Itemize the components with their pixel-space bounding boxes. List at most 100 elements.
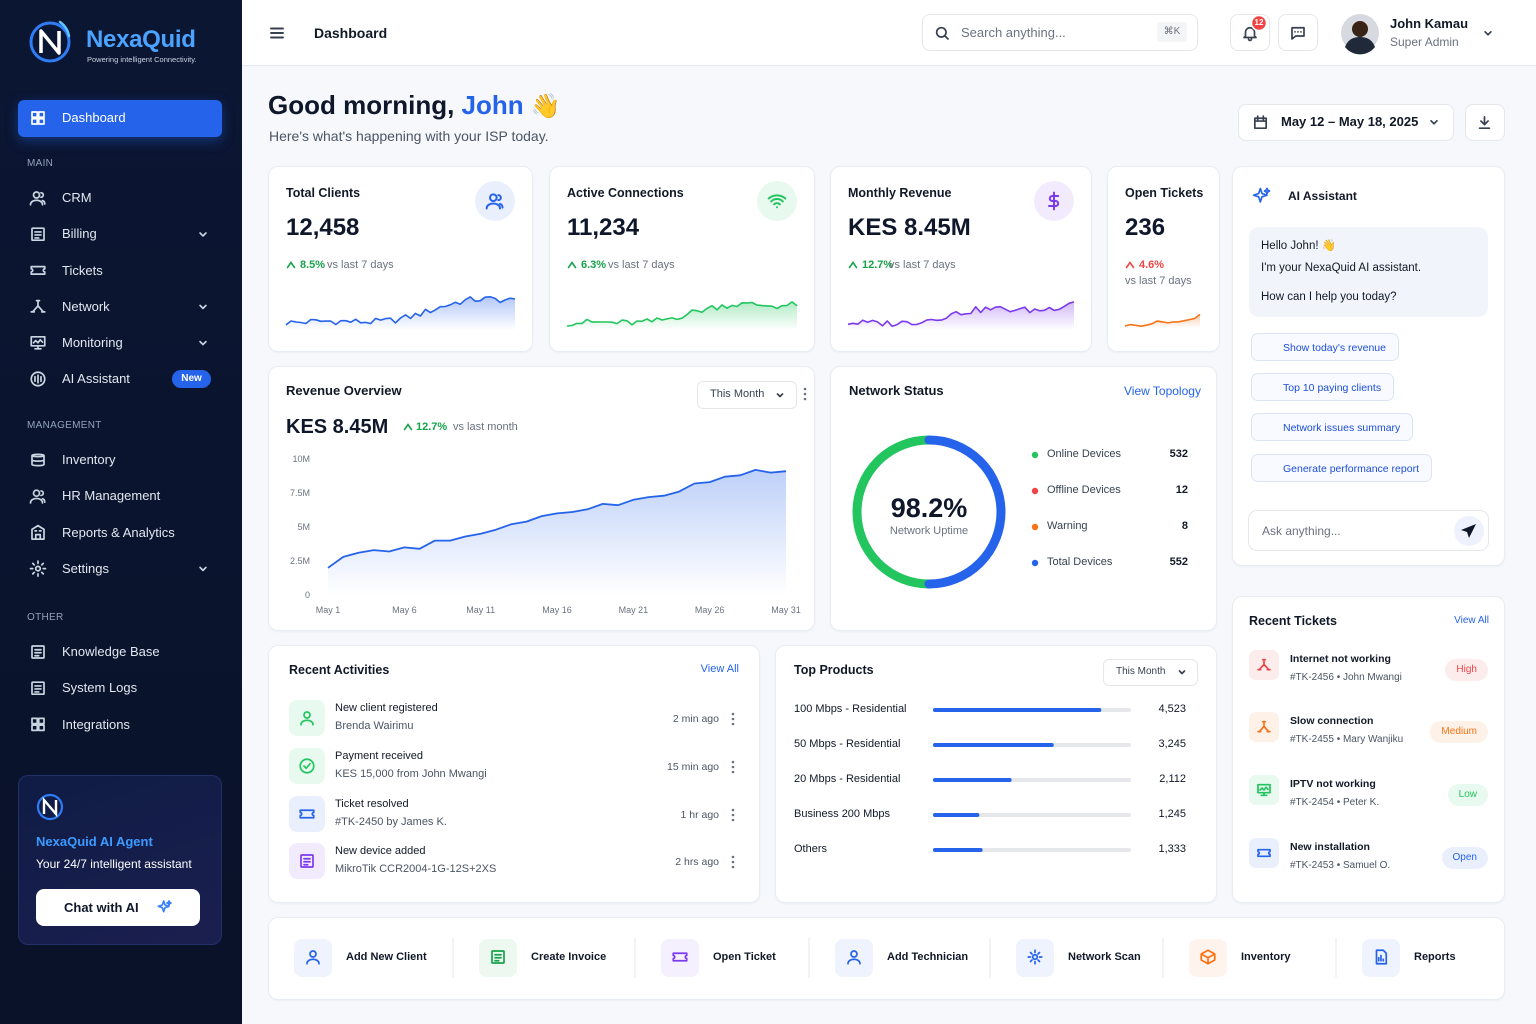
activity-icon-bg	[289, 796, 325, 832]
activity-detail: #TK-2450 by James K.	[335, 816, 447, 829]
quick-action-icon-bg[interactable]	[1189, 939, 1227, 977]
date-range-button[interactable]	[1238, 104, 1454, 141]
nav-item[interactable]: Billing	[62, 226, 97, 242]
nav-section-title: MANAGEMENT	[27, 420, 102, 431]
assistant-input[interactable]	[1248, 510, 1489, 551]
products-card	[775, 645, 1217, 903]
filter-label[interactable]: This Month	[710, 388, 765, 401]
kpi-change: 12.7%	[862, 259, 894, 272]
suggestion-chip[interactable]: Network issues summary	[1251, 413, 1414, 441]
priority-badge: High	[1445, 659, 1488, 681]
product-name: 20 Mbps - Residential	[794, 773, 901, 786]
shortcut-key	[1157, 22, 1187, 42]
card-link[interactable]: View All	[700, 663, 739, 676]
quick-action-icon-bg[interactable]	[1016, 939, 1054, 977]
device-label: Total Devices	[1047, 556, 1113, 569]
kpi-title: Monthly Revenue	[848, 185, 952, 200]
card-title: Network Status	[849, 383, 944, 399]
greeting-emoji: 👋	[530, 93, 561, 120]
suggestion-chip[interactable]: Show today's revenue	[1251, 333, 1399, 361]
ticket-meta: #TK-2456 • John Mwangi	[1290, 672, 1402, 683]
nav-item[interactable]: HR Management	[62, 488, 161, 504]
quick-action-label[interactable]: Add New Client	[346, 951, 427, 964]
ticket-title[interactable]: IPTV not working	[1290, 777, 1376, 790]
card-title: Recent Activities	[289, 662, 390, 677]
assistant-message	[1249, 227, 1488, 317]
ticket-icon-bg	[1249, 838, 1279, 868]
assistant-greeting: Hello John! 👋	[1261, 240, 1337, 253]
card-link[interactable]: View Topology	[1124, 383, 1201, 398]
nav-section-title: MAIN	[27, 158, 54, 169]
kpi-value: KES 8.45M	[848, 213, 971, 241]
nav-item[interactable]: Knowledge Base	[62, 644, 160, 660]
quick-action-label[interactable]: Network Scan	[1068, 951, 1141, 964]
card-link[interactable]: View All	[1454, 615, 1489, 626]
date-range[interactable]: May 12 – May 18, 2025	[1281, 114, 1419, 130]
nav-item[interactable]: System Logs	[62, 680, 138, 696]
activity-title[interactable]: Payment received	[335, 750, 424, 763]
nav-item[interactable]: Monitoring	[62, 335, 123, 350]
download-button[interactable]	[1465, 104, 1505, 141]
kpi-value: 236	[1125, 213, 1166, 241]
kpi-change: 4.6%	[1139, 259, 1165, 272]
x-tick-label: May 21	[618, 604, 649, 615]
activity-title[interactable]: New client registered	[335, 702, 438, 715]
agent-button[interactable]	[36, 889, 200, 926]
quick-action-label[interactable]: Create Invoice	[531, 951, 607, 964]
x-tick-label: May 16	[542, 604, 572, 615]
device-label: Warning	[1047, 520, 1088, 533]
agent-subtitle: Your 24/7 intelligent assistant	[36, 856, 192, 871]
quick-action-icon-bg[interactable]	[479, 939, 517, 977]
kpi-period: vs last 7 days	[608, 259, 675, 272]
nav-item[interactable]: Reports & Analytics	[62, 524, 175, 540]
ticket-title[interactable]: New installation	[1290, 840, 1370, 853]
suggestion-chip[interactable]: Generate performance report	[1251, 454, 1432, 482]
search-box[interactable]	[922, 14, 1198, 51]
nav-badge	[172, 370, 211, 388]
search-placeholder: Search anything...	[961, 25, 1066, 41]
assistant-intro: I'm your NexaQuid AI assistant.	[1261, 262, 1422, 275]
quick-action-icon-bg[interactable]	[661, 939, 699, 977]
nav-item[interactable]: Tickets	[62, 262, 103, 278]
quick-action-label[interactable]: Add Technician	[887, 951, 969, 964]
shortcut-label: ⌘K	[1163, 26, 1181, 37]
quick-action-label[interactable]: Inventory	[1241, 951, 1291, 964]
quick-action-icon-bg[interactable]	[294, 939, 332, 977]
priority-badge: Open	[1441, 847, 1488, 869]
filter-label[interactable]: This Month	[1116, 666, 1166, 677]
user-name[interactable]: John Kamau	[1390, 16, 1469, 32]
quick-action-icon-bg[interactable]	[835, 939, 873, 977]
quick-action-icon-bg[interactable]	[1362, 939, 1400, 977]
activity-time: 2 min ago	[672, 712, 719, 725]
ticket-title[interactable]: Internet not working	[1290, 652, 1391, 665]
revenue-change: 12.7%	[416, 421, 448, 434]
x-tick-label: May 31	[771, 604, 801, 615]
device-count: 532	[1169, 448, 1188, 461]
kpi-value: 11,234	[567, 213, 640, 241]
nav-item[interactable]: AI Assistant	[62, 371, 130, 387]
activity-title[interactable]: New device added	[335, 845, 426, 858]
activities-card	[268, 645, 760, 903]
messages-button[interactable]	[1278, 14, 1318, 51]
device-count: 8	[1181, 520, 1188, 533]
product-count: 2,112	[1159, 773, 1186, 786]
ticket-meta: #TK-2455 • Mary Wanjiku	[1290, 734, 1404, 745]
nav-item[interactable]: Integrations	[62, 716, 130, 732]
agent-button-label[interactable]: Chat with AI	[64, 900, 139, 916]
activity-icon-bg	[289, 748, 325, 784]
nav-item[interactable]: Inventory	[62, 452, 116, 468]
ticket-title[interactable]: Slow connection	[1290, 714, 1374, 727]
quick-action-label[interactable]: Open Ticket	[713, 951, 776, 964]
kpi-period: vs last 7 days	[889, 259, 956, 272]
suggestion-chip[interactable]: Top 10 paying clients	[1251, 373, 1395, 401]
nav-item[interactable]: Dashboard	[62, 110, 126, 126]
notifications-button[interactable]	[1230, 14, 1270, 51]
quick-action-label[interactable]: Reports	[1414, 951, 1456, 964]
activity-title[interactable]: Ticket resolved	[335, 798, 409, 811]
nav-item[interactable]: Network	[62, 298, 110, 314]
nav-item[interactable]: Settings	[62, 560, 109, 576]
nav-item[interactable]: CRM	[62, 190, 92, 206]
x-tick-label: May 1	[315, 604, 341, 615]
card-title: Revenue Overview	[286, 383, 402, 399]
nav-active[interactable]	[18, 100, 222, 137]
